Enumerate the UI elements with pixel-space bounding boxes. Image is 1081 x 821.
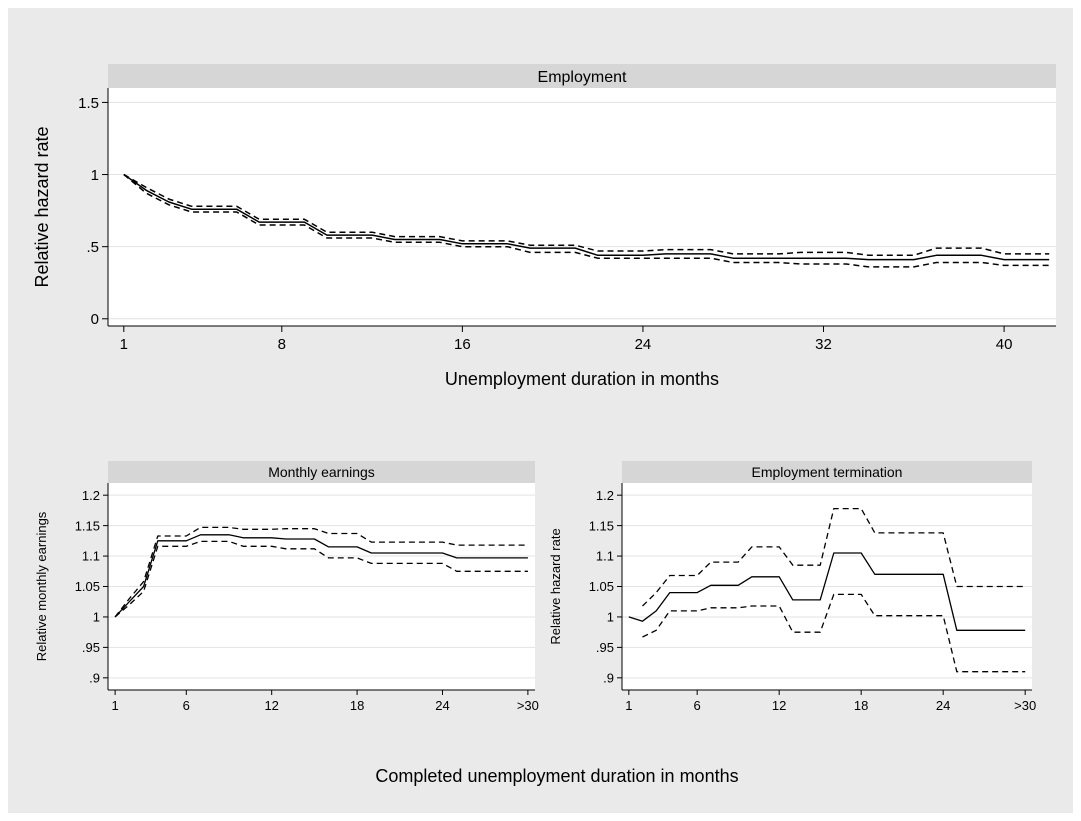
upper-confidence-line [642, 507, 1026, 607]
y-tick-label: 1.05 [75, 579, 100, 594]
x-tick-label: 12 [264, 698, 278, 713]
y-tick-label: .9 [89, 671, 100, 686]
y-tick-label: .9 [603, 671, 614, 686]
y-tick-label: .5 [86, 239, 99, 256]
panel-title-strip [108, 64, 1056, 88]
estimate-line [123, 173, 1050, 261]
x-tick-label: 8 [278, 336, 286, 353]
employment-panel: Employment 0 .5 1 1.5 1 8 16 24 32 40 Unemployment … [32, 64, 1056, 389]
x-tick-label: 1 [120, 336, 128, 353]
y-tick-label: 1 [91, 167, 99, 184]
y-tick-label: 1.1 [596, 549, 614, 564]
estimate-line [628, 552, 1026, 631]
x-tick-label: 6 [183, 698, 190, 713]
y-tick-label: .95 [82, 640, 100, 655]
upper-confidence-line [123, 173, 1050, 257]
x-tick-label: 16 [454, 336, 471, 353]
y-tick-label: 1 [93, 610, 100, 625]
lower-confidence-line [642, 593, 1026, 673]
lower-confidence-line [114, 540, 528, 618]
monthly-earnings-panel: Monthly earnings .9 .95 1 1.05 1.1 1.15 1.2 1 6 12… [34, 461, 539, 713]
plot-area [108, 88, 1056, 326]
x-tick-label: 18 [854, 698, 868, 713]
x-tick-label: 32 [815, 336, 832, 353]
x-tick-label: 6 [694, 698, 701, 713]
x-tick-label: 40 [996, 336, 1013, 353]
x-tick-label: 24 [635, 336, 652, 353]
panel-title-strip [622, 461, 1032, 483]
y-tick-label: 1.15 [589, 518, 614, 533]
panel-title: Employment [538, 69, 627, 86]
y-tick-label: 1.2 [596, 488, 614, 503]
x-tick-label: 1 [625, 698, 632, 713]
y-tick-label: .95 [596, 640, 614, 655]
y-tick-label: 1.15 [75, 518, 100, 533]
figure-x-axis-title: Completed unemployment duration in month… [375, 766, 738, 786]
y-axis-title: Relative monthly earnings [34, 511, 49, 661]
y-tick-label: 0 [91, 311, 99, 328]
employment-termination-panel: Employment termination .9 .95 1 1.05 1.1 1.15 1… [548, 461, 1036, 713]
estimate-line [114, 534, 528, 618]
y-tick-label: 1 [607, 610, 614, 625]
x-tick-label: 12 [772, 698, 786, 713]
upper-confidence-line [114, 526, 528, 618]
lower-confidence-line [123, 173, 1050, 268]
x-tick-label: 1 [111, 698, 118, 713]
y-tick-label: 1.2 [82, 488, 100, 503]
y-axis-title: Relative hazard rate [548, 528, 563, 644]
panel-title: Employment termination [752, 464, 903, 480]
panel-title: Monthly earnings [268, 464, 375, 480]
y-tick-label: 1.5 [78, 95, 99, 112]
panel-title-strip [108, 461, 535, 483]
y-tick-label: 1.1 [82, 549, 100, 564]
x-tick-label: 24 [435, 698, 449, 713]
x-axis-title: Unemployment duration in months [445, 369, 719, 389]
x-tick-label: 24 [936, 698, 950, 713]
x-tick-label: 18 [350, 698, 364, 713]
y-tick-label: 1.05 [589, 579, 614, 594]
x-tick-label: >30 [1014, 698, 1036, 713]
x-tick-label: >30 [517, 698, 539, 713]
y-axis-title: Relative hazard rate [32, 126, 52, 287]
